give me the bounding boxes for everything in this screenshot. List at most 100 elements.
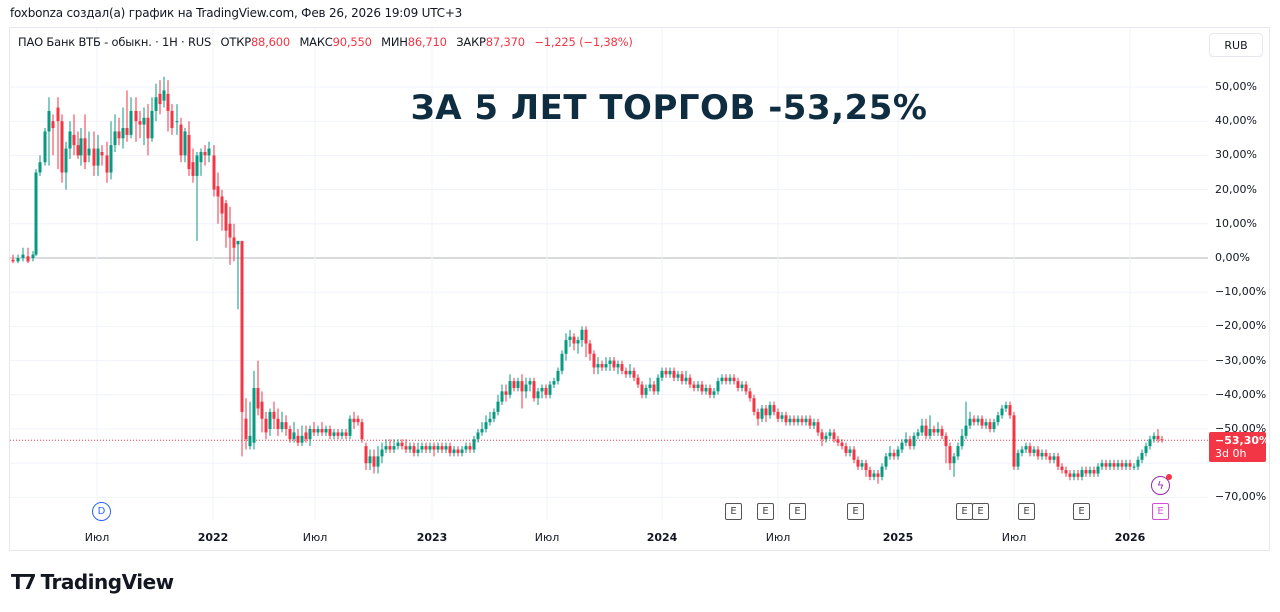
candle-body xyxy=(388,446,392,450)
open-value: 88,600 xyxy=(250,35,290,49)
candle-body xyxy=(1112,463,1116,467)
y-axis-tick: 30,00% xyxy=(1215,148,1257,162)
candle-body xyxy=(544,387,548,395)
high-label: МАКС xyxy=(299,35,333,49)
candle-body xyxy=(884,456,888,467)
open-label: ОТКР xyxy=(220,35,252,49)
y-axis-tick: −40,00% xyxy=(1215,387,1267,401)
headline-annotation: ЗА 5 ЛЕТ ТОРГОВ -53,25% xyxy=(410,88,928,128)
candle-body xyxy=(312,429,316,433)
candle-body xyxy=(1008,405,1012,416)
candle-body xyxy=(828,432,832,436)
candle-body xyxy=(940,429,944,436)
candle-body xyxy=(796,418,800,423)
candle-body xyxy=(1140,452,1144,460)
x-axis-tick: 2024 xyxy=(646,531,678,544)
earnings-icon[interactable]: E xyxy=(1018,503,1035,520)
earnings-icon[interactable]: E xyxy=(972,503,989,520)
candle-body xyxy=(1020,449,1024,453)
candle-body xyxy=(76,145,80,156)
candle-body xyxy=(912,435,916,447)
candle-body xyxy=(468,446,472,450)
candle-body xyxy=(696,384,700,388)
flash-news-icon[interactable]: ϟ xyxy=(1151,474,1172,495)
candle-body xyxy=(948,446,952,464)
candle-body xyxy=(608,360,612,365)
earnings-icon[interactable]: E xyxy=(789,503,806,520)
candle-body xyxy=(824,435,828,440)
earnings-icon[interactable]: E xyxy=(757,503,774,520)
symbol-legend: ПАО Банк ВТБ - обыкн. · 1H · RUS ОТКР88,… xyxy=(18,35,633,49)
y-axis-tick: −20,00% xyxy=(1215,319,1267,333)
earnings-icon[interactable]: E xyxy=(956,503,973,520)
candle-body xyxy=(384,446,388,450)
candle-body xyxy=(240,240,244,412)
candle-body xyxy=(748,391,752,399)
candle-body xyxy=(175,121,179,123)
candle-body xyxy=(1080,470,1084,477)
candle-body xyxy=(876,473,880,477)
candle-body xyxy=(680,374,684,382)
currency-button[interactable]: RUB xyxy=(1209,33,1263,57)
dividend-icon[interactable]: D xyxy=(92,502,111,521)
candle-body xyxy=(158,93,162,105)
candle-body xyxy=(988,422,992,429)
x-axis-tick: Июл xyxy=(302,531,328,544)
candle-body xyxy=(720,377,724,382)
candle-body xyxy=(844,446,848,453)
candle-body xyxy=(256,387,260,409)
candle-body xyxy=(344,432,348,436)
candle-body xyxy=(424,446,428,450)
candle-body xyxy=(392,446,396,450)
candle-body xyxy=(340,432,344,436)
y-axis-tick: 40,00% xyxy=(1215,114,1257,128)
candle-body xyxy=(203,151,207,156)
candle-body xyxy=(716,381,720,392)
candle-body xyxy=(928,429,932,436)
candle-body xyxy=(166,93,170,111)
candle-body xyxy=(199,151,203,163)
candle-body xyxy=(560,353,564,371)
candle-body xyxy=(460,449,464,453)
candle-body xyxy=(764,408,768,416)
candle-body xyxy=(320,429,324,433)
earnings-icon[interactable]: E xyxy=(847,503,864,520)
candle-body xyxy=(848,449,852,453)
candle-body xyxy=(1072,473,1076,477)
candle-body xyxy=(780,415,784,419)
candle-body xyxy=(408,446,412,450)
candle-body xyxy=(760,408,764,419)
candle-body xyxy=(380,449,384,457)
candle-body xyxy=(1104,463,1108,467)
candle-body xyxy=(400,442,404,447)
candle-body xyxy=(636,377,640,385)
upcoming-earnings-icon[interactable]: E xyxy=(1152,503,1169,520)
candle-body xyxy=(336,432,340,436)
earnings-icon[interactable]: E xyxy=(725,503,742,520)
candle-body xyxy=(260,401,264,419)
candle-body xyxy=(1144,446,1148,453)
candle-body xyxy=(308,429,312,440)
candle-body xyxy=(1148,439,1152,447)
candle-body xyxy=(134,110,138,122)
symbol-name[interactable]: ПАО Банк ВТБ - обыкн. · 1H · RUS xyxy=(18,35,212,49)
candle-body xyxy=(664,370,668,375)
y-axis-tick: −10,00% xyxy=(1215,285,1267,299)
candle-body xyxy=(592,353,596,368)
candle-body xyxy=(1068,473,1072,477)
candle-body xyxy=(444,446,448,450)
candle-body xyxy=(252,387,256,443)
x-axis-tick: 2022 xyxy=(197,531,229,544)
earnings-icon[interactable]: E xyxy=(1073,503,1090,520)
candle-body xyxy=(600,364,604,368)
candle-body xyxy=(79,138,83,156)
tradingview-logo[interactable]: T7 TradingView xyxy=(11,570,174,594)
candle-body xyxy=(952,456,956,464)
candle-body xyxy=(1136,459,1140,467)
candle-body xyxy=(856,459,860,467)
candle-body xyxy=(248,435,252,447)
candle-body xyxy=(1012,415,1016,467)
candle-body xyxy=(568,336,572,341)
candle-body xyxy=(1084,470,1088,474)
